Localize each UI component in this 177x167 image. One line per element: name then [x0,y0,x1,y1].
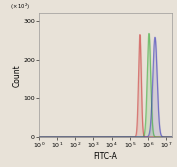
Y-axis label: Count: Count [13,64,22,87]
X-axis label: FITC-A: FITC-A [93,152,117,161]
Text: $(\times\,10^2)$: $(\times\,10^2)$ [10,2,30,12]
